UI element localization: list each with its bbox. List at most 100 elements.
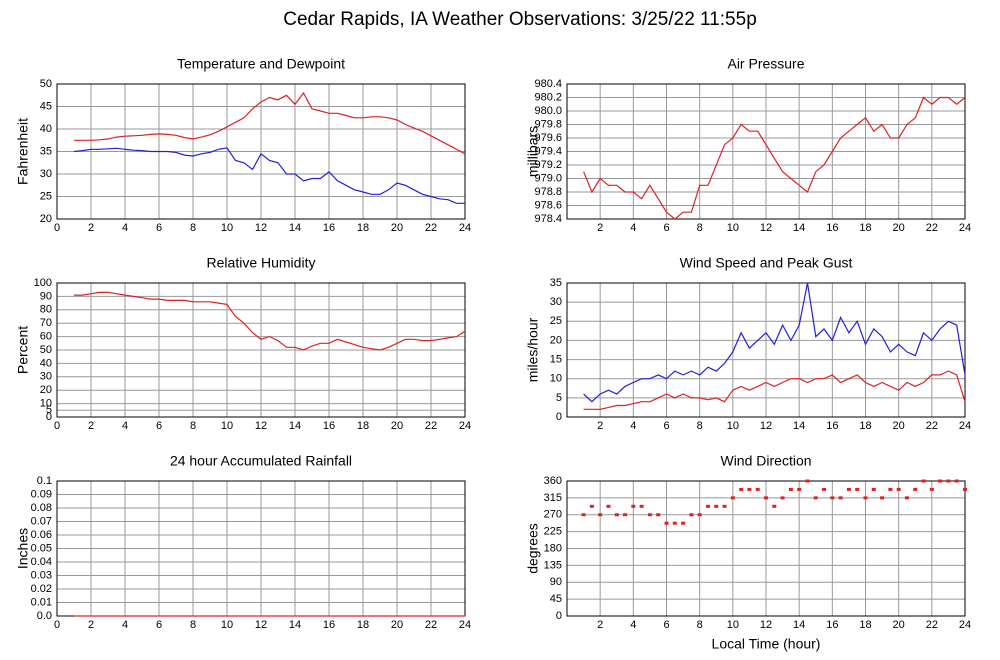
y-tick-label: 35 xyxy=(550,277,562,289)
y-tick-label: 980.0 xyxy=(534,105,562,117)
plot-frame xyxy=(56,83,466,220)
y-tick-label: 0 xyxy=(556,610,562,622)
y-axis-label: degrees xyxy=(525,523,541,574)
x-tick-label: 18 xyxy=(357,420,369,432)
y-tick-label: 50 xyxy=(40,344,52,356)
y-tick-label: 45 xyxy=(550,593,562,605)
x-tick-label: 2 xyxy=(597,420,603,432)
y-tick-label: 978.4 xyxy=(534,213,562,225)
y-tick-label: 0.01 xyxy=(31,596,52,608)
x-tick-label: 2 xyxy=(88,222,94,234)
data-point xyxy=(780,496,785,500)
y-tick-label: 0.06 xyxy=(31,529,52,541)
chart-title: Wind Direction xyxy=(720,453,811,469)
data-point xyxy=(880,496,885,500)
x-tick-label: 14 xyxy=(289,420,301,432)
data-point xyxy=(846,487,851,491)
x-tick-label: 10 xyxy=(727,222,739,234)
y-tick-label: 50 xyxy=(40,78,52,90)
plot-frame xyxy=(566,83,966,220)
y-tick-label: 40 xyxy=(40,123,52,135)
x-tick-label: 24 xyxy=(459,420,471,432)
y-tick-label: 980.4 xyxy=(534,78,562,90)
y-tick-label: 0.05 xyxy=(31,542,52,554)
data-point xyxy=(623,513,628,517)
x-tick-label: 14 xyxy=(793,222,805,234)
y-tick-label: 360 xyxy=(544,475,562,487)
x-tick-label: 2 xyxy=(597,619,603,631)
plot-frame xyxy=(566,282,966,418)
x-tick-label: 24 xyxy=(459,619,471,631)
x-tick-label: 12 xyxy=(255,420,267,432)
y-tick-label: 978.8 xyxy=(534,186,562,198)
data-point xyxy=(788,487,793,491)
y-tick-label: 60 xyxy=(40,331,52,343)
x-tick-label: 0 xyxy=(54,619,60,631)
x-tick-label: 4 xyxy=(122,222,128,234)
x-tick-label: 20 xyxy=(391,222,403,234)
y-tick-label: 978.6 xyxy=(534,199,562,211)
x-tick-label: 10 xyxy=(727,420,739,432)
data-point xyxy=(747,487,752,491)
data-point xyxy=(921,479,926,483)
x-tick-label: 16 xyxy=(323,222,335,234)
x-tick-label: 4 xyxy=(122,619,128,631)
x-tick-label: 12 xyxy=(760,619,772,631)
x-tick-label: 20 xyxy=(391,420,403,432)
data-line xyxy=(74,91,466,155)
data-point xyxy=(904,496,909,500)
data-point xyxy=(755,487,760,491)
data-point xyxy=(705,504,710,508)
x-tick-label: 18 xyxy=(357,222,369,234)
data-line xyxy=(73,147,465,204)
data-line xyxy=(583,370,966,410)
y-tick-label: 979.2 xyxy=(534,159,562,171)
x-tick-label: 8 xyxy=(697,619,703,631)
x-tick-label: 4 xyxy=(630,222,636,234)
x-tick-label: 2 xyxy=(88,619,94,631)
data-point xyxy=(855,487,860,491)
x-tick-label: 0 xyxy=(54,222,60,234)
plot-frame xyxy=(566,480,966,617)
data-point xyxy=(830,496,835,500)
data-line xyxy=(583,282,966,403)
x-tick-label: 18 xyxy=(357,619,369,631)
data-line xyxy=(583,96,966,220)
x-tick-label: 22 xyxy=(926,420,938,432)
x-tick-label: 18 xyxy=(859,420,871,432)
y-tick-label: 35 xyxy=(40,145,52,157)
x-tick-label: 20 xyxy=(893,420,905,432)
data-point xyxy=(606,504,611,508)
y-axis-label: miles/hour xyxy=(525,317,541,382)
data-point xyxy=(581,513,586,517)
data-point xyxy=(639,504,644,508)
x-tick-label: 4 xyxy=(630,420,636,432)
y-axis-label: Inches xyxy=(15,528,31,569)
y-tick-label: 30 xyxy=(550,296,562,308)
x-tick-label: 16 xyxy=(826,420,838,432)
data-point xyxy=(805,479,810,483)
data-point xyxy=(946,479,951,483)
data-point xyxy=(631,504,636,508)
data-point xyxy=(913,487,918,491)
data-line xyxy=(74,291,466,351)
x-tick-label: 12 xyxy=(760,420,772,432)
y-tick-label: 979.6 xyxy=(534,132,562,144)
y-tick-label: 0.09 xyxy=(31,488,52,500)
x-tick-label: 6 xyxy=(663,222,669,234)
x-tick-label: 22 xyxy=(926,222,938,234)
y-tick-label: 0.1 xyxy=(37,475,52,487)
x-tick-label: 10 xyxy=(727,619,739,631)
data-point xyxy=(656,513,661,517)
y-tick-label: 30 xyxy=(40,371,52,383)
y-tick-label: 0.04 xyxy=(31,556,52,568)
data-point xyxy=(822,487,827,491)
data-point xyxy=(589,504,594,508)
y-tick-label: 0.07 xyxy=(31,515,52,527)
x-tick-label: 6 xyxy=(663,420,669,432)
x-tick-label: 8 xyxy=(190,619,196,631)
y-tick-label: 979.4 xyxy=(534,145,562,157)
data-point xyxy=(954,479,959,483)
data-point xyxy=(797,487,802,491)
x-tick-label: 14 xyxy=(793,619,805,631)
